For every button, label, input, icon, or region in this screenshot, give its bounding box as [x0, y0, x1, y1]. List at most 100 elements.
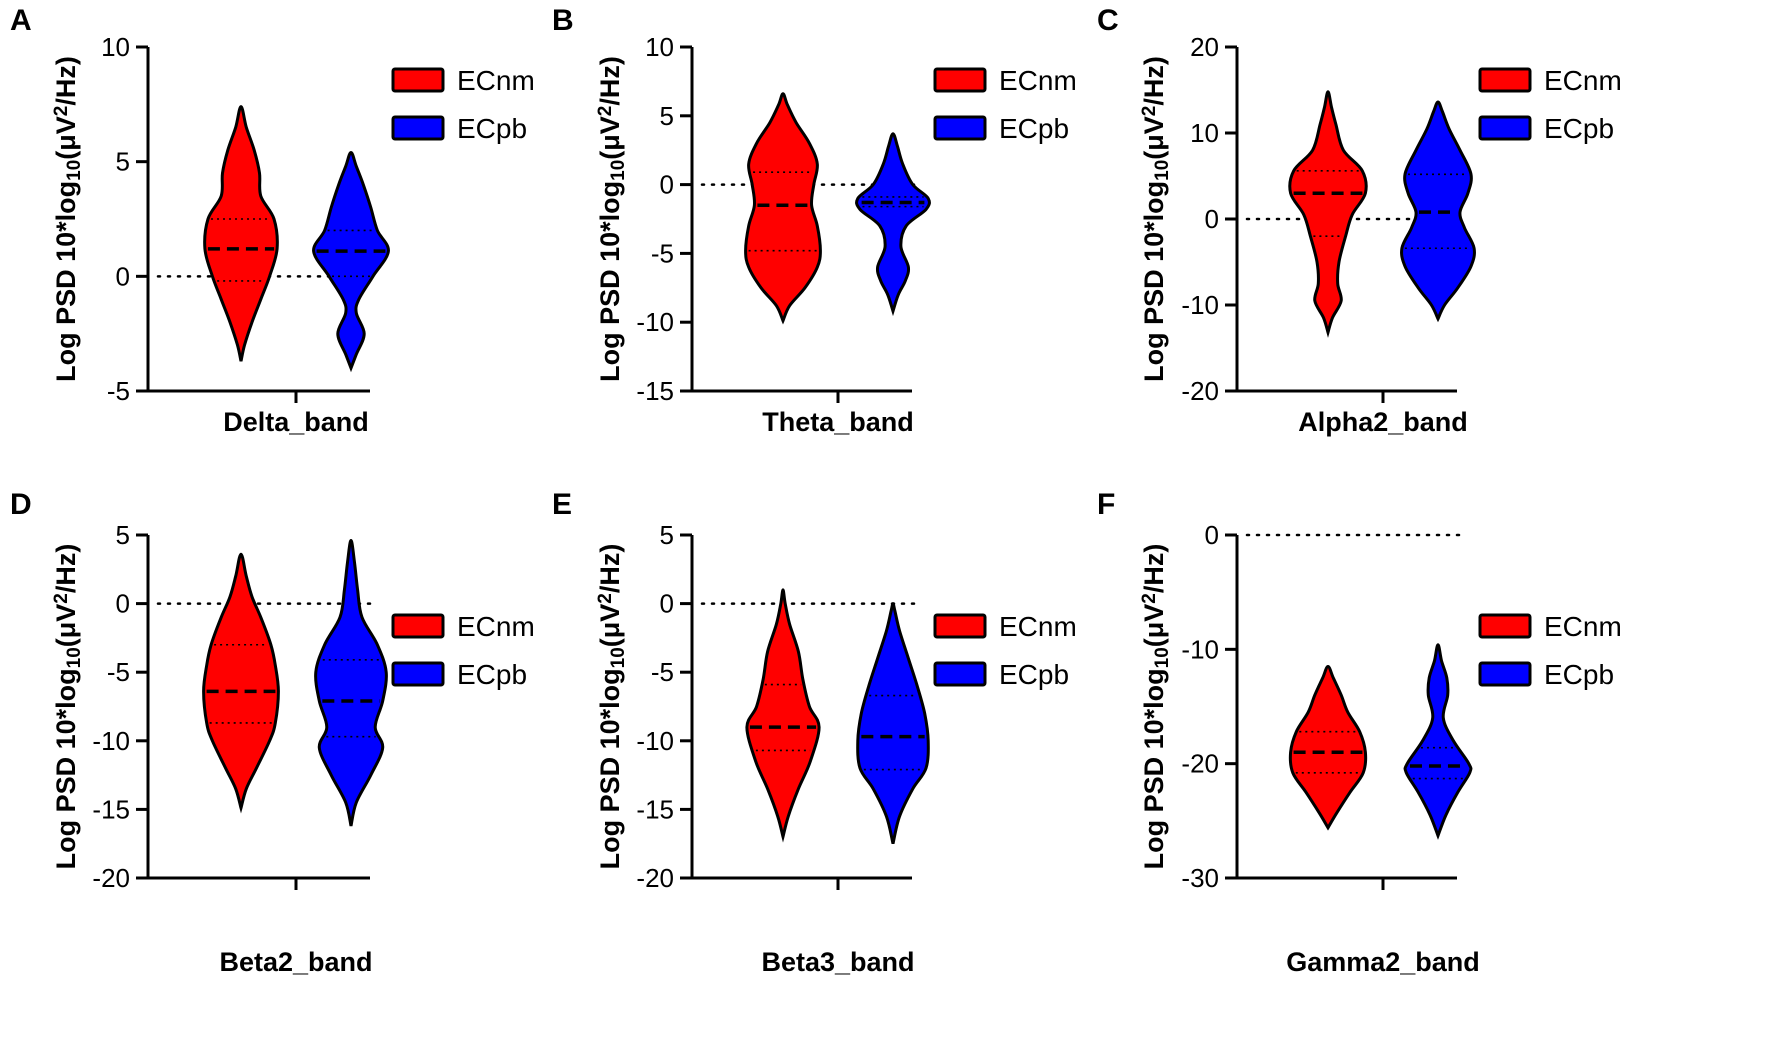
panel-f: F 0 -10 -20 -30 Log PSD 10*log10(μV2/Hz) Gamma… [1097, 488, 1622, 977]
y-axis-title: Log PSD 10*log10(μV2/Hz) [1139, 544, 1173, 870]
x-axis-title: Gamma2_band [1286, 947, 1480, 977]
y-axis-title-part: /Hz) [51, 544, 81, 594]
x-axis-title: Delta_band [223, 407, 369, 437]
y-axis-title-part: Log PSD 10*log [595, 668, 625, 869]
y-tick-label: -10 [1181, 634, 1219, 664]
y-axis-title-part: 2 [51, 106, 72, 117]
y-axis-title-part: 10 [608, 160, 629, 181]
y-axis-title: Log PSD 10*log10(μV2/Hz) [1139, 56, 1173, 382]
y-axis-title-part: 10 [64, 160, 85, 181]
y-axis-title: Log PSD 10*log10(μV2/Hz) [51, 56, 85, 382]
legend-label-ecnm: ECnm [999, 611, 1077, 642]
y-axis-title-part: 2 [595, 593, 616, 604]
legend-label-ecpb: ECpb [457, 113, 527, 144]
y-tick-label: 0 [660, 589, 674, 619]
legend-swatch-ecpb [1478, 115, 1532, 141]
y-tick-label: 0 [1205, 520, 1219, 550]
y-tick-label: 5 [660, 101, 674, 131]
y-axis-title-part: (μV [1139, 604, 1169, 648]
y-tick-label: -5 [651, 657, 674, 687]
legend-label-ecpb: ECpb [999, 659, 1069, 690]
y-tick-label: 10 [1190, 118, 1219, 148]
y-tick-label: -15 [636, 794, 674, 824]
legend-label-ecnm: ECnm [457, 611, 535, 642]
y-axis-title-part: Log PSD 10*log [1139, 181, 1169, 382]
violin-ecnm [202, 552, 280, 814]
violin-ecpb [312, 150, 390, 373]
y-axis-title: Log PSD 10*log10(μV2/Hz) [595, 544, 629, 870]
x-axis-title: Theta_band [762, 407, 914, 437]
legend-swatch-ecpb [933, 661, 987, 687]
y-axis-title-part: /Hz) [51, 56, 81, 106]
legend-swatch-ecpb [933, 115, 987, 141]
y-tick-label: -5 [651, 238, 674, 268]
legend-label-ecnm: ECnm [457, 65, 535, 96]
violin-ecpb [314, 538, 388, 827]
y-tick-label: 0 [116, 261, 130, 291]
violin-ecnm [744, 92, 822, 325]
legend-swatch-ecpb [391, 115, 445, 141]
y-tick-label: -20 [1181, 376, 1219, 406]
y-tick-label: -20 [1181, 749, 1219, 779]
violin-ecpb [855, 132, 931, 317]
violin-ecnm [745, 588, 821, 843]
y-axis-title-part: (μV [51, 116, 81, 160]
y-axis-title-part: 2 [595, 106, 616, 117]
y-axis-title-part: (μV [51, 604, 81, 648]
legend-label-ecnm: ECnm [1544, 65, 1622, 96]
y-axis-title: Log PSD 10*log10(μV2/Hz) [51, 544, 85, 870]
y-tick-label: -20 [92, 863, 130, 893]
legend-swatch-ecnm [933, 67, 987, 93]
violin-ecnm [203, 105, 279, 362]
y-tick-label: -5 [107, 376, 130, 406]
legend-swatch-ecnm [391, 613, 445, 639]
y-axis-title-part: 2 [1139, 593, 1160, 604]
violin-ecnm [1288, 90, 1368, 338]
legend-swatch-ecpb [1478, 661, 1532, 687]
panel-letter: F [1097, 488, 1115, 521]
y-axis-title-part: Log PSD 10*log [51, 668, 81, 869]
y-axis-title-part: 10 [1152, 160, 1173, 181]
y-axis-title-part: /Hz) [595, 544, 625, 594]
y-axis-title-part: (μV [595, 116, 625, 160]
y-tick-label: -20 [636, 863, 674, 893]
legend-label-ecpb: ECpb [1544, 659, 1614, 690]
y-axis-title-part: /Hz) [1139, 544, 1169, 594]
panel-letter: C [1097, 4, 1119, 37]
y-axis-title-part: Log PSD 10*log [51, 181, 81, 382]
legend-label-ecnm: ECnm [1544, 611, 1622, 642]
y-axis-title-part: Log PSD 10*log [595, 181, 625, 382]
y-axis-title-part: /Hz) [595, 56, 625, 106]
violin-ecpb [856, 602, 930, 845]
y-axis-title-part: 2 [1139, 106, 1160, 117]
y-tick-label: -15 [92, 794, 130, 824]
y-tick-label: 5 [660, 520, 674, 550]
y-axis-title-part: 2 [51, 593, 72, 604]
y-tick-label: 5 [116, 520, 130, 550]
x-axis-title: Beta3_band [761, 947, 914, 977]
panel-letter: A [10, 4, 32, 37]
y-tick-label: 10 [645, 32, 674, 62]
legend-swatch-ecnm [933, 613, 987, 639]
y-tick-label: 20 [1190, 32, 1219, 62]
panel-letter: D [10, 488, 32, 521]
panel-letter: E [552, 488, 572, 521]
y-tick-label: -30 [1181, 863, 1219, 893]
y-axis-title-part: Log PSD 10*log [1139, 668, 1169, 869]
legend-label-ecpb: ECpb [457, 659, 527, 690]
y-tick-label: -5 [107, 657, 130, 687]
y-tick-label: -10 [92, 726, 130, 756]
y-tick-label: -10 [1181, 290, 1219, 320]
y-tick-label: 0 [1205, 204, 1219, 234]
y-axis-title-part: 10 [64, 647, 85, 668]
y-tick-label: -10 [636, 307, 674, 337]
y-axis-title-part: 10 [1152, 647, 1173, 668]
y-tick-label: 0 [660, 170, 674, 200]
legend-swatch-ecpb [391, 661, 445, 687]
